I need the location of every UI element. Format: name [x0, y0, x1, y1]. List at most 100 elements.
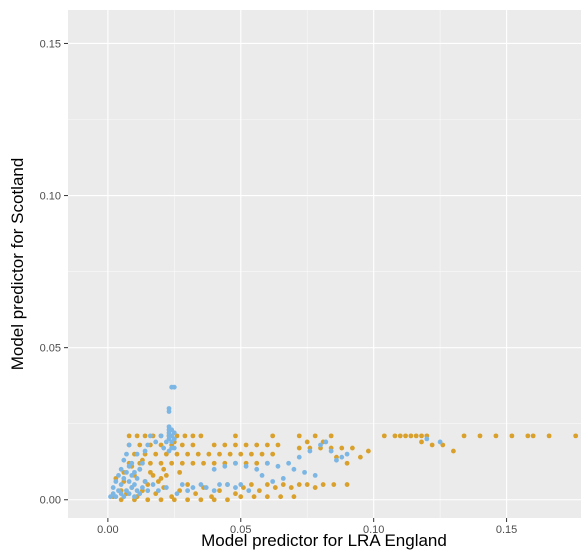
series-1-point	[190, 442, 196, 448]
series-1-point	[429, 442, 435, 448]
series-1-point	[530, 433, 536, 439]
series-2-point	[137, 491, 143, 497]
series-1-point	[328, 433, 334, 439]
series-1-point	[350, 445, 355, 451]
series-2-point	[323, 439, 329, 445]
series-1-point	[177, 469, 183, 475]
series-2-point	[302, 469, 307, 475]
series-1-point	[344, 460, 350, 466]
x-tick-label: 0.00	[97, 524, 118, 536]
series-1-point	[195, 451, 201, 457]
series-2-point	[233, 485, 238, 490]
series-1-point	[179, 442, 185, 448]
series-1-point	[264, 442, 270, 448]
series-2-point	[145, 442, 151, 448]
series-1-point	[238, 451, 244, 457]
series-2-point	[134, 451, 140, 457]
series-2-point	[129, 460, 135, 466]
series-2-point	[137, 466, 143, 472]
series-1-point	[211, 442, 217, 448]
grid-minor	[68, 10, 581, 518]
series-1-point	[190, 433, 196, 439]
series-1-point	[408, 433, 414, 439]
series-1-point	[296, 433, 302, 439]
series-2-point	[222, 463, 228, 469]
series-1-point	[153, 451, 159, 457]
series-2-point	[140, 485, 145, 490]
series-2-point	[190, 485, 196, 490]
series-1-point	[163, 473, 169, 478]
series-1-point	[233, 433, 238, 439]
grid-major	[68, 10, 581, 518]
series-1-point	[145, 497, 151, 503]
x-tick-label: 0.05	[230, 524, 251, 536]
series-1-point	[179, 460, 185, 466]
series-1-point	[185, 482, 191, 487]
x-tick-label: 0.10	[363, 524, 384, 536]
y-tick-label: 0.10	[40, 191, 61, 203]
y-tick-label: 0.05	[40, 343, 61, 355]
series-2-point	[225, 482, 230, 487]
series-2-point	[270, 479, 276, 484]
series-2-point	[132, 469, 137, 475]
series-1-point	[155, 479, 161, 484]
series-1-point	[182, 433, 188, 439]
series-1-point	[413, 433, 419, 439]
series-1-point	[158, 460, 164, 466]
series-1-point	[304, 482, 310, 487]
series-2-point	[118, 482, 124, 487]
series-2-point	[339, 454, 345, 460]
series-1-point	[477, 433, 483, 439]
series-2-point	[150, 482, 156, 487]
series-1-point	[222, 442, 228, 448]
series-1-point	[126, 433, 132, 439]
series-2-point	[163, 485, 169, 490]
series-1-point	[461, 433, 467, 439]
series-1-point	[392, 433, 398, 439]
series-1-point	[158, 497, 164, 503]
series-1-point	[225, 497, 230, 503]
series-2-point	[254, 466, 260, 472]
series-1-point	[357, 454, 363, 460]
series-2-point	[145, 488, 151, 494]
series-2-point	[124, 469, 129, 475]
series-1-point	[211, 497, 217, 503]
series-1-point	[403, 433, 408, 439]
series-1-point	[365, 448, 371, 454]
series-1-point	[451, 448, 456, 454]
series-1-point	[211, 460, 217, 466]
series-1-point	[573, 433, 579, 439]
series-1-point	[249, 451, 254, 457]
series-1-point	[256, 488, 262, 494]
x-axis-title: Model predictor for LRA England	[201, 531, 447, 550]
series-1-point	[227, 451, 233, 457]
series-2-point	[286, 460, 292, 466]
series-1-point	[137, 442, 143, 448]
series-1-point	[509, 433, 515, 439]
series-2-point	[140, 460, 145, 466]
series-1-point	[546, 433, 552, 439]
series-1-point	[161, 466, 167, 472]
series-2-point	[126, 479, 132, 484]
series-2-point	[166, 406, 172, 411]
series-1-point	[397, 433, 403, 439]
series-1-point	[148, 460, 153, 466]
series-2-point	[161, 445, 167, 451]
series-2-point	[110, 485, 116, 490]
series-2-point	[185, 488, 191, 494]
series-1-point	[185, 451, 191, 457]
series-1-point	[254, 460, 260, 466]
series-1-point	[142, 433, 148, 439]
series-2-point	[328, 448, 334, 454]
series-2-point	[142, 448, 148, 454]
series-1-point	[259, 451, 265, 457]
series-1-point	[264, 482, 270, 487]
series-1-point	[134, 433, 140, 439]
plot-panel	[68, 10, 581, 518]
series-2-point	[280, 476, 286, 481]
series-1-point	[217, 451, 222, 457]
series-2-point	[211, 488, 217, 494]
series-1-point	[193, 491, 198, 497]
series-1-point	[331, 482, 337, 487]
y-tick-label: 0.15	[40, 38, 61, 50]
